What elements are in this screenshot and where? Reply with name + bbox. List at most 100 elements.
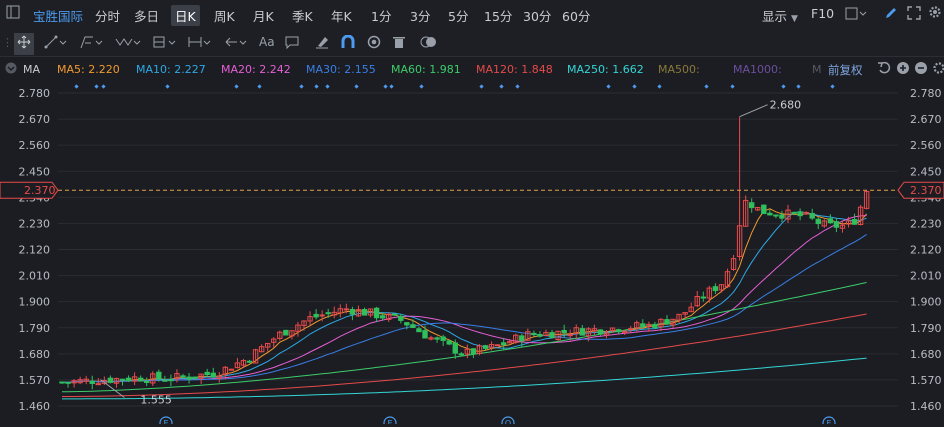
candle-body[interactable]	[470, 348, 477, 355]
candle-body[interactable]	[827, 218, 834, 224]
candle-body[interactable]	[579, 328, 585, 336]
candle-body[interactable]	[603, 332, 610, 336]
ma-legend-item[interactable]: MA20: 2.242	[221, 63, 291, 76]
candle-body[interactable]	[174, 373, 180, 380]
event-dot-icon[interactable]	[314, 84, 319, 89]
gear-icon[interactable]	[928, 5, 942, 23]
candle-body[interactable]	[210, 372, 216, 378]
candle-body[interactable]	[513, 334, 519, 343]
candle-body[interactable]	[724, 271, 731, 288]
collapse-icon[interactable]	[5, 62, 17, 78]
candle-body[interactable]	[137, 377, 144, 382]
candle-body[interactable]	[307, 316, 313, 322]
candle-body[interactable]	[537, 334, 543, 337]
ma-legend-item[interactable]: MA500:	[658, 63, 700, 76]
candle-body[interactable]	[95, 383, 101, 386]
candle-body[interactable]	[519, 335, 525, 342]
candle-body[interactable]	[240, 360, 247, 366]
candle-body[interactable]	[742, 199, 749, 227]
candle-body[interactable]	[791, 211, 797, 214]
candle-body[interactable]	[337, 308, 344, 314]
trash-icon[interactable]	[392, 35, 406, 53]
candle-body[interactable]	[77, 379, 83, 384]
period-tab-3min[interactable]: 3分	[410, 9, 431, 24]
event-dot-icon[interactable]	[299, 84, 304, 89]
ma-legend-item[interactable]: MA60: 1.981	[391, 63, 461, 76]
settings-gear-icon[interactable]	[932, 61, 944, 79]
candle-body[interactable]	[343, 308, 350, 311]
candle-body[interactable]	[652, 323, 658, 329]
candle-body[interactable]	[361, 308, 368, 316]
candle-body[interactable]	[331, 311, 337, 316]
candle-body[interactable]	[246, 360, 253, 363]
candle-body[interactable]	[500, 342, 507, 346]
magnet-icon[interactable]	[341, 34, 355, 53]
period-tab-intraday[interactable]: 分时	[95, 9, 121, 24]
candle-body[interactable]	[464, 348, 471, 355]
event-dot-icon[interactable]	[730, 84, 735, 89]
candle-body[interactable]	[609, 327, 616, 332]
event-marker-icon[interactable]	[159, 416, 173, 427]
candle-body[interactable]	[349, 309, 356, 315]
candle-body[interactable]	[821, 220, 827, 227]
event-dot-icon[interactable]	[101, 84, 106, 89]
candle-body[interactable]	[670, 318, 676, 326]
ma-legend-item[interactable]: MA250: 1.662	[567, 63, 644, 76]
candle-body[interactable]	[434, 337, 440, 340]
candle-body[interactable]	[555, 330, 561, 341]
candle-body[interactable]	[277, 331, 283, 339]
candle-body[interactable]	[313, 313, 319, 318]
candle-body[interactable]	[458, 353, 465, 356]
candle-body[interactable]	[658, 318, 664, 328]
candle-body[interactable]	[162, 379, 168, 382]
candle-body[interactable]	[730, 258, 737, 270]
adjust-label[interactable]: 前复权	[828, 63, 863, 77]
candle-body[interactable]	[416, 328, 422, 333]
event-dot-icon[interactable]	[796, 84, 801, 89]
event-dot-icon[interactable]	[74, 84, 79, 89]
candle-body[interactable]	[615, 329, 622, 333]
candle-body[interactable]	[621, 330, 628, 334]
candle-body[interactable]	[101, 379, 108, 384]
period-tab-1min[interactable]: 1分	[371, 9, 392, 24]
candle-body[interactable]	[325, 312, 331, 315]
candle-body[interactable]	[156, 371, 162, 380]
candle-body[interactable]	[258, 346, 265, 353]
ma-label[interactable]: MA	[23, 63, 41, 76]
candle-body[interactable]	[71, 380, 77, 384]
undo-icon[interactable]	[877, 61, 891, 79]
candle-body[interactable]	[144, 380, 150, 383]
event-dot-icon[interactable]	[632, 84, 637, 89]
candle-body[interactable]	[216, 375, 223, 379]
display-menu[interactable]: 显示 ▼	[762, 6, 798, 25]
arrow-tool-icon[interactable]	[224, 35, 250, 53]
candle-body[interactable]	[295, 324, 301, 332]
event-dot-icon[interactable]	[704, 84, 709, 89]
candle-body[interactable]	[839, 224, 846, 229]
ma-legend-item[interactable]: MA1000:	[733, 63, 782, 76]
candle-body[interactable]	[482, 345, 489, 349]
candle-body[interactable]	[150, 373, 156, 384]
period-tab-yearly[interactable]: 年K	[331, 9, 352, 24]
candle-body[interactable]	[476, 345, 483, 354]
candle-body[interactable]	[718, 284, 725, 291]
candle-body[interactable]	[785, 209, 791, 220]
ma-legend-item[interactable]: MA30: 2.155	[306, 63, 376, 76]
candle-body[interactable]	[682, 312, 688, 315]
candle-body[interactable]	[355, 309, 362, 317]
candle-body[interactable]	[567, 334, 573, 337]
pen-icon[interactable]	[884, 6, 898, 24]
event-dot-icon[interactable]	[499, 84, 504, 89]
candle-body[interactable]	[301, 320, 307, 326]
candle-body[interactable]	[773, 214, 779, 217]
event-dot-icon[interactable]	[94, 84, 99, 89]
line-tool-icon[interactable]	[44, 35, 68, 53]
checkbox-icon[interactable]	[845, 7, 867, 25]
candle-body[interactable]	[319, 314, 325, 317]
expand-icon[interactable]	[907, 6, 921, 24]
candle-body[interactable]	[404, 322, 410, 326]
zoom-in-icon[interactable]	[896, 61, 910, 79]
candle-body[interactable]	[507, 341, 513, 344]
candle-body[interactable]	[428, 337, 434, 340]
candle-body[interactable]	[640, 323, 646, 327]
